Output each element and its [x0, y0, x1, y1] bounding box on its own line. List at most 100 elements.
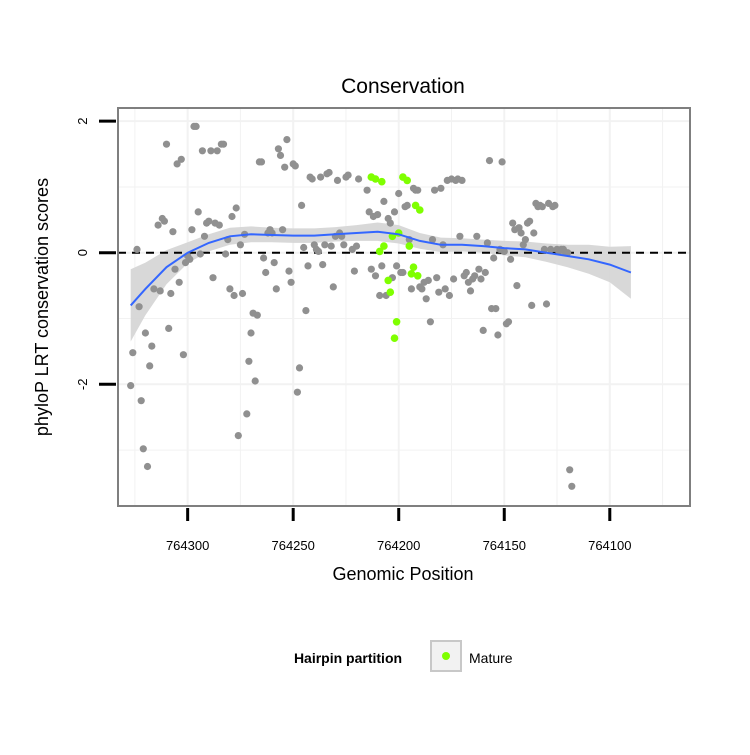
data-point	[466, 287, 475, 295]
y-tick-label: 2	[75, 118, 90, 125]
data-point	[243, 410, 251, 418]
data-point-mature	[409, 263, 418, 272]
data-point	[538, 203, 546, 211]
data-point	[298, 201, 306, 209]
data-point	[492, 305, 500, 313]
data-point	[169, 228, 177, 236]
data-point	[135, 303, 143, 311]
data-point	[247, 329, 255, 337]
data-point	[219, 140, 228, 148]
data-point	[344, 171, 352, 179]
data-point	[127, 382, 135, 390]
data-point	[139, 445, 147, 453]
data-point	[458, 176, 466, 184]
data-point	[319, 261, 327, 269]
data-point	[568, 482, 576, 490]
data-point	[521, 236, 530, 244]
data-point	[179, 351, 187, 359]
data-point	[456, 232, 464, 240]
data-point-mature	[371, 175, 380, 183]
data-point	[517, 229, 525, 237]
data-point	[281, 163, 289, 171]
y-tick-label: -2	[75, 379, 90, 391]
points	[127, 122, 576, 490]
data-point-mature	[375, 247, 384, 256]
data-point	[414, 186, 422, 194]
data-point	[171, 265, 179, 273]
data-point	[234, 432, 242, 440]
legend-label-mature: Mature	[469, 650, 513, 666]
data-point	[200, 232, 209, 240]
data-point	[355, 175, 363, 183]
data-point	[160, 217, 168, 225]
data-point	[236, 241, 244, 249]
data-point	[494, 331, 502, 339]
y-tick-label: 0	[75, 249, 90, 256]
data-point	[507, 255, 515, 263]
data-point-mature	[403, 176, 412, 185]
data-point	[186, 255, 194, 263]
data-point	[141, 329, 149, 337]
data-point	[403, 201, 411, 209]
data-point	[380, 197, 388, 205]
data-point	[295, 364, 304, 372]
data-point	[293, 388, 301, 396]
data-point	[513, 282, 521, 290]
data-point	[329, 283, 337, 291]
data-point	[274, 145, 282, 153]
data-point	[213, 147, 221, 155]
data-point-mature	[392, 318, 401, 326]
data-point-mature	[416, 206, 424, 214]
data-point	[422, 295, 430, 303]
data-point	[279, 226, 287, 234]
data-point	[133, 245, 141, 253]
data-point	[393, 262, 401, 270]
data-point	[304, 262, 312, 270]
data-point	[352, 242, 361, 250]
data-point	[270, 259, 278, 267]
data-point	[137, 397, 145, 405]
data-point	[530, 229, 538, 237]
data-point	[262, 268, 270, 277]
data-point	[475, 265, 483, 273]
data-point	[526, 217, 534, 225]
data-point	[564, 249, 572, 257]
data-point	[253, 311, 261, 319]
data-point	[222, 250, 230, 258]
data-point	[276, 151, 285, 159]
y-axis-label: phyloP LRT conservation scores	[32, 178, 52, 436]
x-tick-label: 764300	[166, 538, 209, 553]
data-point	[374, 211, 382, 219]
plot-frame	[117, 107, 691, 507]
data-point	[450, 275, 458, 283]
data-point	[376, 291, 384, 300]
data-point	[272, 285, 280, 293]
data-point	[321, 241, 329, 249]
data-point	[308, 175, 316, 183]
data-point	[173, 160, 181, 168]
data-point	[481, 268, 489, 277]
data-point	[528, 301, 536, 309]
data-point	[165, 324, 173, 332]
data-point	[435, 288, 443, 296]
x-axis-label: Genomic Position	[332, 564, 473, 584]
x-tick-label: 764250	[271, 538, 314, 553]
data-point	[378, 262, 386, 270]
data-point	[433, 274, 441, 282]
data-point	[198, 147, 206, 155]
data-point	[143, 462, 152, 471]
data-point	[426, 318, 434, 326]
data-point-mature	[407, 270, 416, 278]
data-point-mature	[380, 242, 388, 250]
data-point	[509, 219, 517, 227]
chart-title: Conservation	[341, 75, 465, 98]
data-point	[228, 212, 236, 221]
data-point	[340, 241, 348, 249]
data-point	[485, 157, 494, 165]
legend-key-mature-dot	[442, 652, 450, 660]
data-point	[194, 208, 202, 216]
data-point	[399, 268, 407, 277]
data-point	[300, 243, 308, 252]
data-point-mature	[413, 272, 422, 280]
